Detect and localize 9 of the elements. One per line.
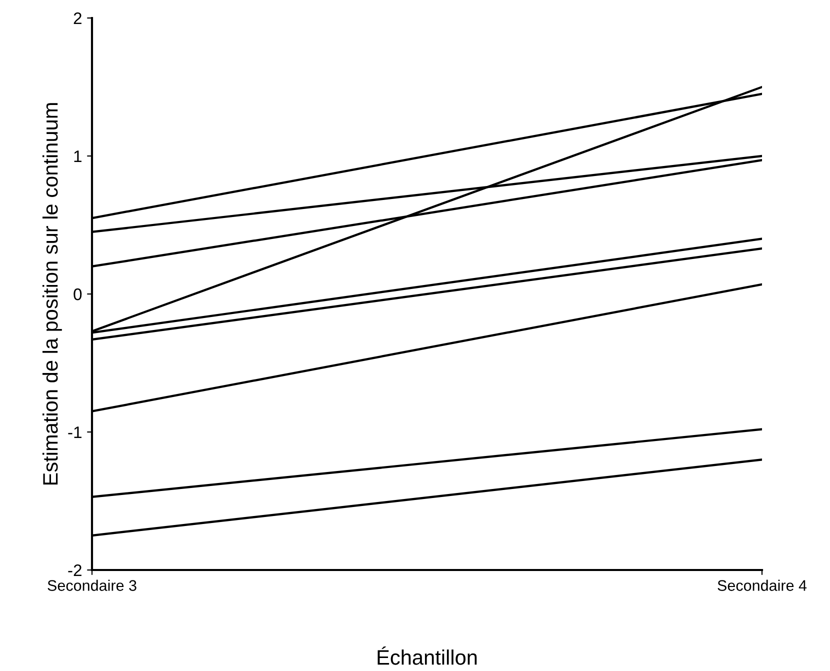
y-tick-label: 2 — [74, 12, 82, 24]
y-axis-title: Estimation de la position sur le continuum — [42, 103, 62, 485]
x-tick-label: Secondaire 3 — [48, 580, 136, 591]
y-tick-label: 0 — [74, 288, 82, 300]
x-axis-title: Échantillon — [378, 646, 477, 665]
y-tick-label: -2 — [68, 564, 82, 576]
y-tick-label: 1 — [74, 150, 82, 162]
y-tick-label: -1 — [68, 426, 82, 438]
x-tick-label: Secondaire 4 — [718, 580, 807, 591]
